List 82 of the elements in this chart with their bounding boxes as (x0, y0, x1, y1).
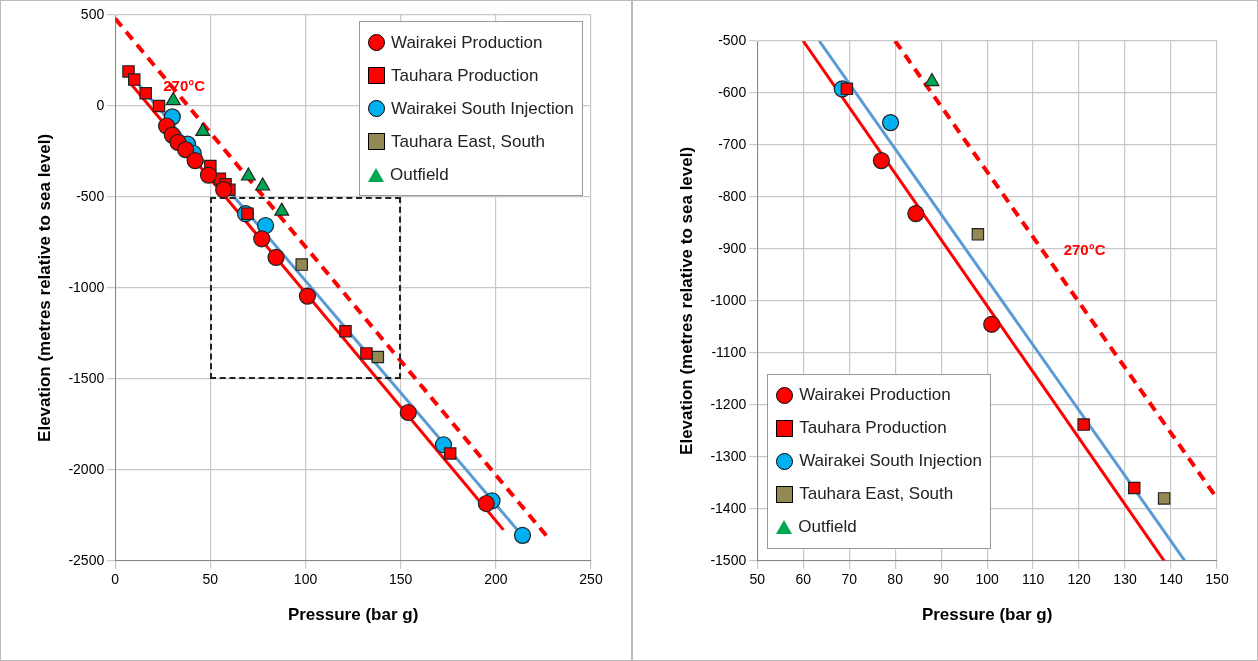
point (399, 403, 417, 422)
y-tick-label: -1000 (710, 291, 747, 308)
y-tick-label: -800 (718, 187, 747, 204)
point (267, 248, 285, 266)
point (240, 167, 256, 181)
legend-label: Wairakei Production (799, 385, 951, 406)
y-tick-label: -700 (718, 135, 747, 152)
y-tick-label: -1200 (710, 395, 747, 412)
x-tick-label: 90 (933, 571, 950, 588)
point (1127, 481, 1141, 495)
point (295, 258, 308, 271)
point (1077, 418, 1090, 431)
y-tick-label: 0 (96, 96, 105, 113)
y-tick-label: -500 (76, 187, 105, 204)
y-tick-label: -2000 (68, 460, 105, 477)
legend-label: Tauhara Production (799, 418, 947, 439)
point (360, 347, 373, 360)
x-tick-label: 0 (111, 571, 120, 588)
x-tick-label: 140 (1159, 571, 1183, 588)
x-tick-label: 150 (389, 571, 413, 588)
y-tick-label: -500 (718, 31, 747, 48)
point (983, 315, 1001, 333)
y-tick-label: -1500 (68, 369, 105, 386)
x-tick-label: 50 (202, 571, 219, 588)
x-tick-label: 50 (749, 571, 766, 588)
legend-label: Tauhara East, South (799, 484, 954, 505)
point (840, 82, 854, 96)
legend-label: Tauhara Production (391, 65, 539, 86)
x-tick-label: 250 (579, 571, 603, 588)
point (215, 181, 233, 199)
y-tick-label: -1400 (710, 499, 747, 516)
annotation: 270°C (1063, 240, 1106, 258)
x-tick-label: 60 (795, 571, 812, 588)
point (127, 73, 141, 86)
point (139, 86, 152, 100)
y-tick-label: -2500 (68, 551, 105, 568)
point (199, 166, 218, 184)
annotation: 270°C (163, 77, 206, 95)
y-tick-label: 500 (80, 5, 105, 22)
legend-label: Wairakei South Injection (799, 451, 982, 472)
point (971, 228, 985, 241)
legend-label: Wairakei Production (391, 32, 543, 53)
point (177, 141, 195, 159)
y-tick-label: -1000 (68, 278, 105, 295)
point (298, 287, 317, 305)
point (253, 230, 271, 248)
point (443, 447, 457, 460)
legend-label: Wairakei South Injection (391, 98, 574, 119)
point (872, 151, 890, 170)
y-tick-label: -600 (718, 83, 747, 100)
point (186, 151, 204, 170)
x-tick-label: 130 (1113, 571, 1137, 588)
point (195, 122, 211, 137)
point (165, 91, 181, 106)
legend-label: Outfield (390, 164, 449, 185)
x-tick-label: 110 (1021, 571, 1045, 588)
y-tick-label: -1300 (710, 447, 747, 464)
point (513, 526, 532, 544)
point (907, 204, 925, 223)
x-tick-label: 80 (887, 571, 904, 588)
point (881, 114, 900, 132)
legend-label: Outfield (798, 517, 857, 538)
y-axis-title: Elevation (metres relative to sea level) (34, 133, 54, 442)
x-axis-title: Pressure (bar g) (287, 605, 419, 625)
x-tick-label: 200 (484, 571, 508, 588)
legend-label: Tauhara East, South (391, 131, 546, 152)
point (477, 494, 495, 513)
y-axis-title: Elevation (metres relative to sea level) (676, 146, 696, 455)
x-tick-label: 150 (1205, 571, 1229, 588)
x-tick-label: 70 (841, 571, 858, 588)
y-tick-label: -900 (718, 239, 747, 256)
point (1157, 492, 1171, 505)
point (339, 324, 352, 338)
point (152, 99, 166, 113)
x-tick-label: 120 (1067, 571, 1091, 588)
point (255, 177, 271, 191)
x-tick-label: 100 (975, 571, 999, 588)
x-axis-title: Pressure (bar g) (921, 605, 1053, 625)
point (274, 202, 290, 216)
y-tick-label: -1100 (711, 343, 747, 360)
x-tick-label: 100 (293, 571, 318, 588)
y-tick-label: -1500 (710, 551, 747, 568)
